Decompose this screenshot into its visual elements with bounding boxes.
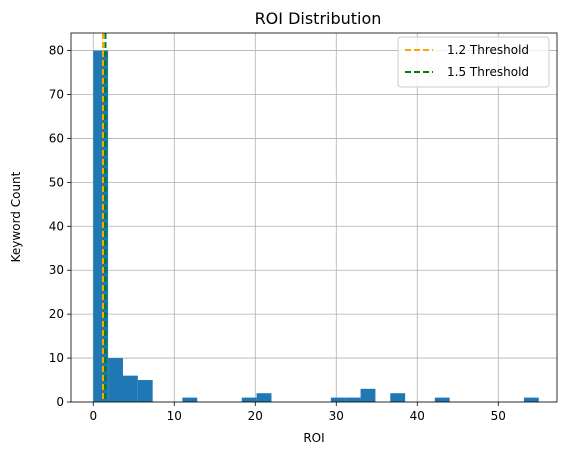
histogram-bar [256, 393, 272, 402]
legend: 1.2 Threshold 1.5 Threshold [397, 36, 550, 88]
legend-label-1.5-threshold: 1.5 Threshold [447, 65, 529, 79]
histogram-bar [137, 380, 153, 402]
x-ticks-layer: 0 10 20 30 40 50 [89, 402, 506, 423]
y-axis-label: Keyword Count [9, 171, 23, 262]
y-tick-label: 80 [49, 44, 64, 58]
plot-frame [70, 32, 558, 403]
legend-box [397, 36, 550, 88]
histogram-bar [241, 397, 257, 402]
chart-title: ROI Distribution [255, 9, 382, 28]
grid-layer [71, 33, 557, 403]
histogram-bar [108, 358, 123, 402]
x-tick-label: 10 [167, 409, 182, 423]
histogram-bar [390, 393, 406, 402]
x-tick-label: 40 [410, 409, 425, 423]
histogram-bar [330, 397, 346, 402]
histogram-bar [523, 397, 539, 402]
histogram-bar [182, 397, 198, 402]
histogram-bar [360, 388, 376, 402]
threshold-lines-layer [101, 33, 107, 402]
x-tick-label: 20 [248, 409, 263, 423]
x-tick-label: 50 [491, 409, 506, 423]
x-tick-label: 0 [89, 409, 97, 423]
histogram-bar [93, 50, 109, 402]
histogram-bar [345, 397, 361, 402]
y-tick-label: 50 [49, 175, 64, 189]
legend-label-1.2-threshold: 1.2 Threshold [447, 43, 529, 57]
y-tick-label: 60 [49, 131, 64, 145]
y-tick-label: 20 [49, 307, 64, 321]
histogram-bar [122, 375, 138, 402]
y-tick-label: 30 [49, 263, 64, 277]
y-tick-label: 0 [56, 395, 64, 409]
y-tick-label: 70 [49, 88, 64, 102]
x-axis-label: ROI [303, 431, 324, 445]
histogram-bar [434, 397, 450, 402]
y-ticks-layer: 0 10 20 30 40 50 60 70 80 [49, 44, 71, 409]
y-tick-label: 10 [49, 351, 64, 365]
bars-layer [93, 50, 539, 402]
y-tick-label: 40 [49, 219, 64, 233]
x-tick-label: 30 [329, 409, 344, 423]
